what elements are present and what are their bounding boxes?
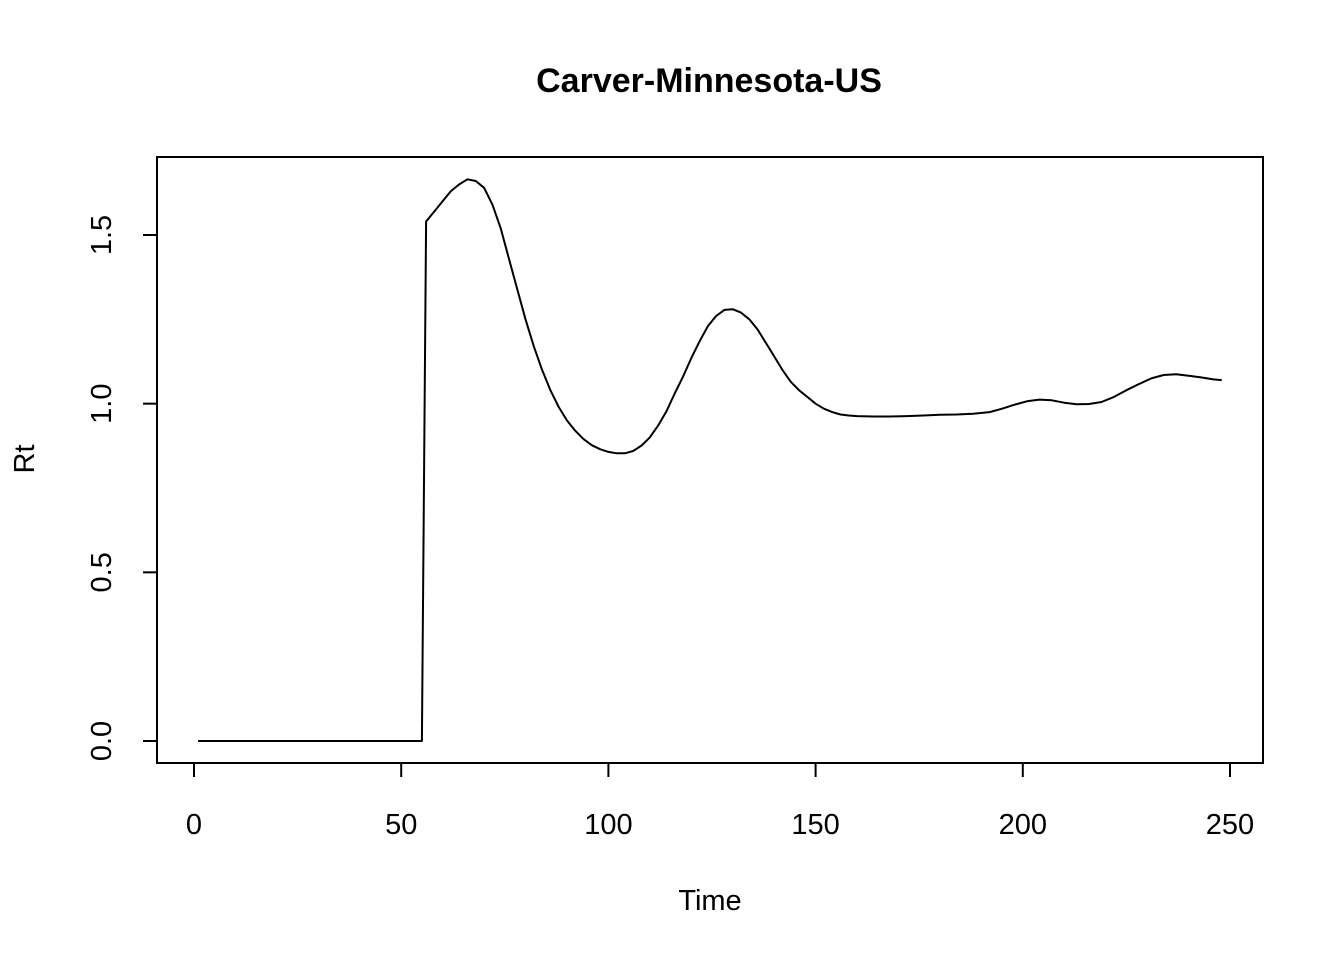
x-tick-label: 0 <box>186 809 202 841</box>
y-tick-label: 0.5 <box>86 552 118 592</box>
y-tick-label: 0.0 <box>86 721 118 761</box>
y-tick-label: 1.0 <box>86 384 118 424</box>
chart-title: Carver-Minnesota-US <box>536 62 882 100</box>
x-tick-label: 150 <box>791 809 839 841</box>
rt-series-line <box>198 178 1222 742</box>
y-axis: 0.0 0.5 1.0 1.5 <box>86 215 158 761</box>
x-axis-label: Time <box>678 885 741 917</box>
x-axis: 0 50 100 150 200 250 <box>186 762 1254 841</box>
y-tick-label: 1.5 <box>86 215 118 255</box>
x-tick-label: 100 <box>584 809 632 841</box>
x-tick-label: 250 <box>1206 809 1254 841</box>
y-axis-label: Rt <box>9 445 41 474</box>
x-tick-label: 200 <box>999 809 1047 841</box>
x-tick-label: 50 <box>385 809 417 841</box>
